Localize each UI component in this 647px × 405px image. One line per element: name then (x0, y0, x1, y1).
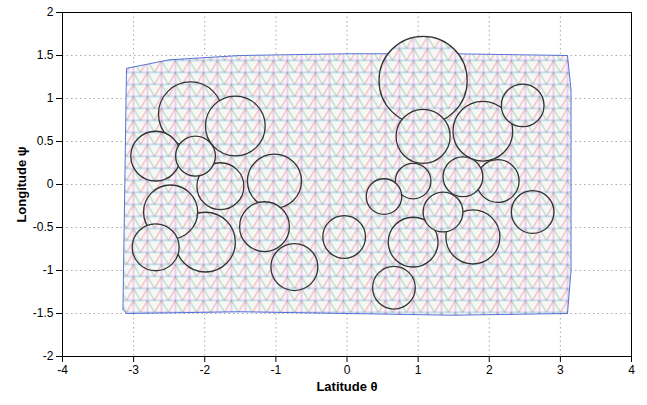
svg-text:-1.5: -1.5 (33, 306, 54, 320)
svg-text:-1: -1 (271, 363, 282, 377)
svg-text:0.5: 0.5 (37, 134, 54, 148)
svg-text:-2: -2 (43, 349, 54, 363)
svg-text:-2: -2 (199, 363, 210, 377)
svg-text:2: 2 (486, 363, 493, 377)
svg-text:4: 4 (628, 363, 635, 377)
svg-text:2: 2 (47, 5, 54, 19)
svg-text:3: 3 (557, 363, 564, 377)
svg-text:0: 0 (47, 177, 54, 191)
svg-text:Latitude θ: Latitude θ (316, 379, 377, 394)
svg-text:0: 0 (344, 363, 351, 377)
svg-text:Longitude ψ: Longitude ψ (14, 146, 29, 222)
svg-text:1.5: 1.5 (37, 48, 54, 62)
svg-text:-0.5: -0.5 (33, 220, 54, 234)
svg-text:-3: -3 (128, 363, 139, 377)
svg-text:1: 1 (47, 91, 54, 105)
svg-text:-1: -1 (43, 263, 54, 277)
svg-text:1: 1 (415, 363, 422, 377)
svg-text:-4: -4 (57, 363, 68, 377)
